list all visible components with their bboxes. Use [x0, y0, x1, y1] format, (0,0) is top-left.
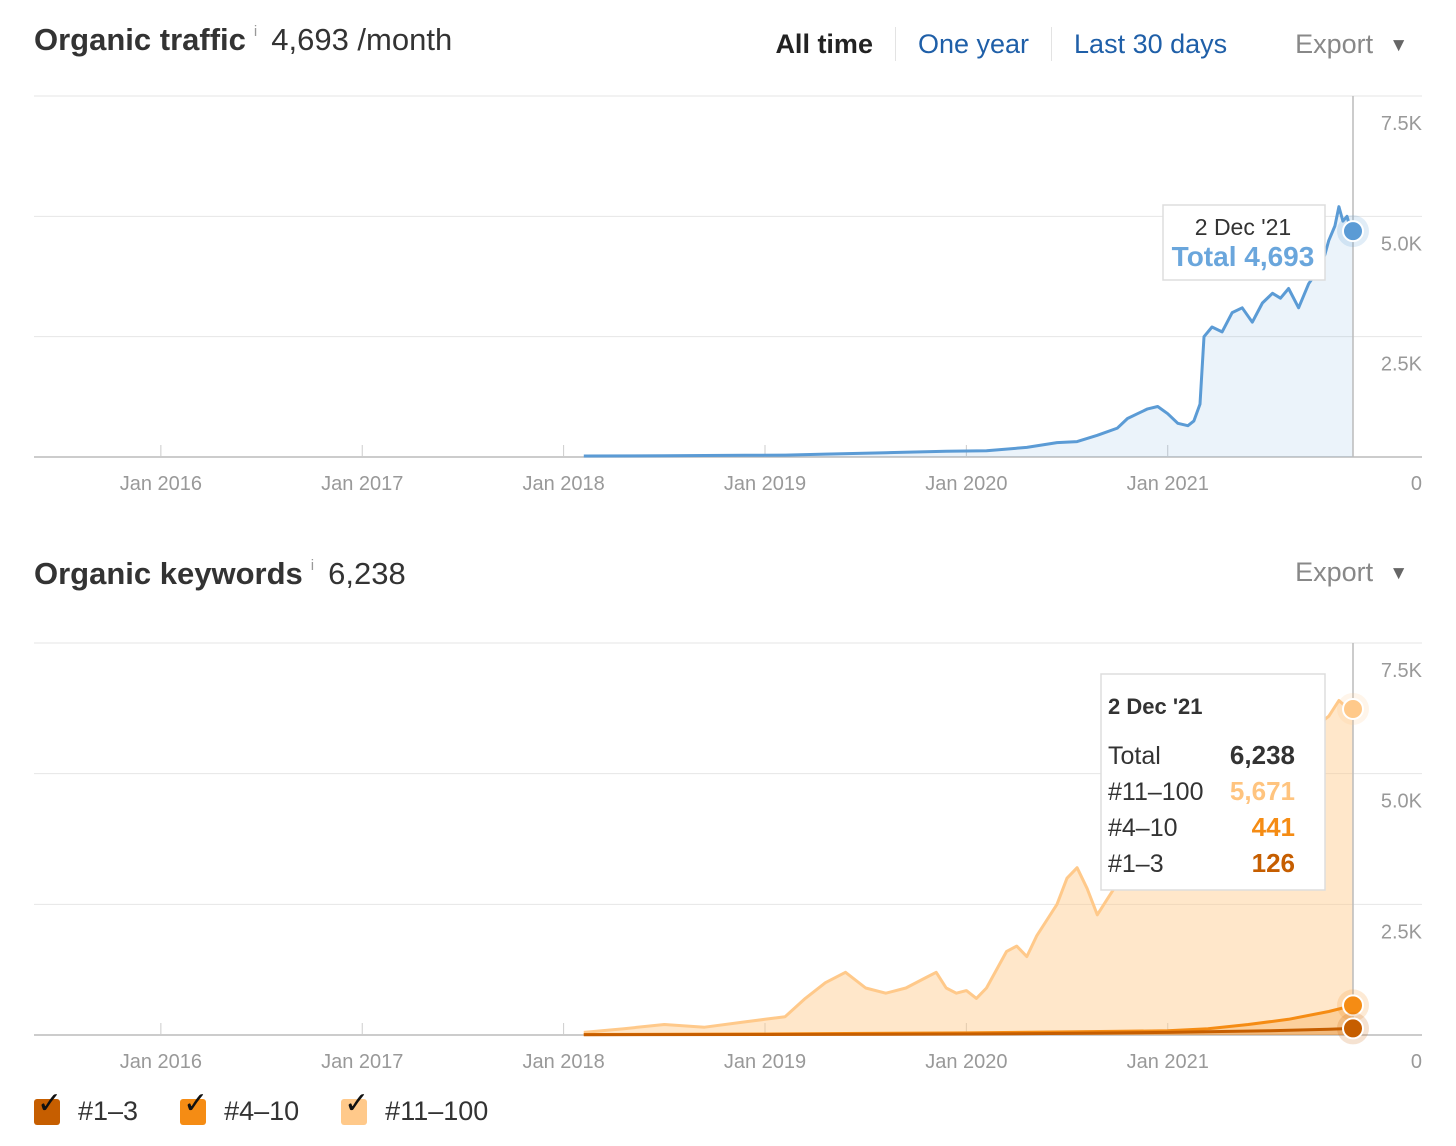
legend-item-1-3[interactable]: ✓ #1–3 [34, 1088, 139, 1127]
tab-one-year[interactable]: One year [917, 28, 1030, 59]
keywords-info-icon[interactable]: i [310, 557, 315, 574]
tooltip-row-value: 441 [1252, 812, 1295, 842]
series-area [583, 700, 1353, 1035]
point-marker[interactable] [1342, 697, 1364, 720]
keywords-title: Organic keywords [34, 556, 303, 591]
traffic-export-button[interactable]: Export ▼ [1249, 29, 1408, 60]
tooltip-row-value: 126 [1252, 848, 1295, 878]
tooltip-row-label: #4–10 [1108, 814, 1178, 842]
chevron-down-icon: ▼ [1389, 563, 1408, 584]
legend-item-4-10[interactable]: ✓ #4–10 [180, 1088, 300, 1127]
y-tick-label: 0 [1411, 473, 1422, 495]
legend-item-11-100[interactable]: ✓ #11–100 [341, 1088, 489, 1127]
y-tick-label: 2.5K [1381, 921, 1423, 943]
y-tick-label: 2.5K [1381, 354, 1423, 376]
legend-label: #4–10 [224, 1096, 300, 1126]
x-tick-label: Jan 2017 [321, 1051, 403, 1073]
point-marker[interactable] [1342, 220, 1364, 243]
checkmark-icon: ✓ [344, 1086, 370, 1120]
y-tick-label: 7.5K [1381, 113, 1423, 135]
y-tick-label: 7.5K [1381, 660, 1423, 682]
x-tick-label: Jan 2017 [321, 473, 403, 495]
x-tick-label: Jan 2021 [1127, 473, 1209, 495]
tab-all-time[interactable]: All time [775, 28, 873, 59]
x-tick-label: Jan 2019 [724, 1051, 806, 1073]
x-tick-label: Jan 2019 [724, 473, 806, 495]
tooltip-row-value: 5,671 [1230, 776, 1295, 806]
x-tick-label: Jan 2018 [522, 1051, 604, 1073]
tooltip-row-value: 6,238 [1230, 740, 1295, 770]
x-tick-label: Jan 2020 [925, 473, 1007, 495]
x-tick-label: Jan 2018 [522, 473, 604, 495]
traffic-chart[interactable]: 0 2.5K 5.0K 7.5K Jan 2016 Jan 2017 Jan 2018 Jan… [34, 95, 1423, 495]
keywords-legend: ✓ #1–3 ✓ #4–10 ✓ #11–100 [34, 1088, 530, 1127]
keywords-tooltip: 2 Dec '21 Total 6,238 #11–100 5,671 #4–10 441… [1100, 673, 1326, 891]
keywords-header: Organic keywords i 6,238 [34, 556, 406, 592]
traffic-value: 4,693 /month [271, 22, 453, 57]
legend-checkbox[interactable]: ✓ [180, 1088, 208, 1125]
keywords-tooltip-date: 2 Dec '21 [1108, 694, 1203, 719]
traffic-title: Organic traffic [34, 22, 246, 57]
legend-label: #1–3 [78, 1096, 139, 1126]
series-line[interactable] [583, 1026, 1354, 1037]
tab-divider [894, 27, 896, 61]
tooltip-row-label: #1–3 [1108, 850, 1164, 878]
checkmark-icon: ✓ [37, 1086, 63, 1120]
tooltip-row-label: #11–100 [1108, 778, 1203, 806]
traffic-tooltip-total: Total 4,693 [1172, 241, 1315, 272]
traffic-header: Organic traffic i 4,693 /month [34, 22, 452, 58]
y-tick-label: 0 [1411, 1051, 1422, 1073]
traffic-info-icon[interactable]: i [253, 23, 258, 40]
chevron-down-icon: ▼ [1389, 34, 1408, 56]
tooltip-row-label: Total [1108, 742, 1161, 770]
legend-checkbox[interactable]: ✓ [341, 1088, 369, 1125]
traffic-export-label: Export [1295, 28, 1374, 59]
tab-last-30-days[interactable]: Last 30 days [1074, 28, 1228, 59]
period-tabs: All time One year Last 30 days Export ▼ [753, 27, 1408, 61]
legend-label: #11–100 [385, 1096, 489, 1126]
point-marker[interactable] [1342, 994, 1364, 1017]
keywords-export-button[interactable]: Export ▼ [1295, 557, 1408, 588]
keywords-value: 6,238 [328, 556, 406, 591]
traffic-tooltip-date: 2 Dec '21 [1195, 214, 1291, 240]
traffic-tooltip: 2 Dec '21 Total 4,693 [1162, 204, 1326, 281]
keywords-export-label: Export [1295, 557, 1374, 587]
checkmark-icon: ✓ [183, 1086, 209, 1120]
x-tick-label: Jan 2016 [120, 473, 202, 495]
x-tick-label: Jan 2020 [925, 1051, 1007, 1073]
tab-divider [1051, 27, 1053, 61]
y-tick-label: 5.0K [1381, 791, 1423, 813]
legend-checkbox[interactable]: ✓ [34, 1088, 62, 1125]
x-tick-label: Jan 2016 [120, 1051, 202, 1073]
y-tick-label: 5.0K [1381, 233, 1423, 255]
point-marker[interactable] [1342, 1017, 1364, 1040]
x-tick-label: Jan 2021 [1127, 1051, 1209, 1073]
series-area [583, 206, 1353, 457]
